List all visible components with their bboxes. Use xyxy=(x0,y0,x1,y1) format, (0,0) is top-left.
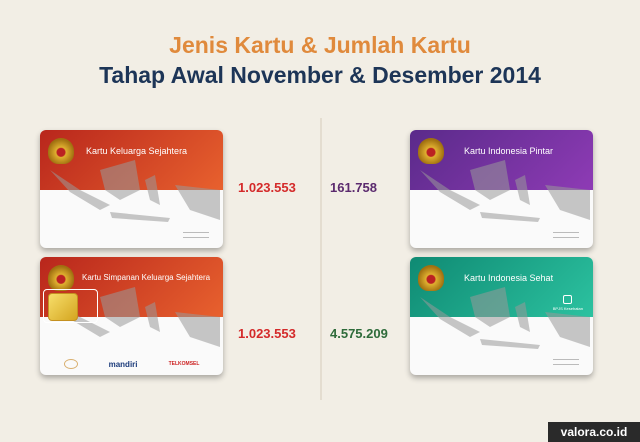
card-name: Kartu Indonesia Pintar xyxy=(464,146,554,156)
indonesia-map-icon xyxy=(50,287,220,347)
telkomsel-logo: TELKOMSEL xyxy=(168,361,200,367)
garuda-emblem-icon xyxy=(48,265,74,291)
bpjs-label: BPJS Kesehatan xyxy=(552,306,583,311)
pos-logo-icon xyxy=(63,359,78,369)
count-kks: 1.023.553 xyxy=(238,180,296,195)
chip-icon xyxy=(48,293,78,321)
card-kks: Kartu Keluarga Sejahtera xyxy=(40,130,223,248)
count-kip: 161.758 xyxy=(330,180,377,195)
signature-mark xyxy=(183,232,209,238)
garuda-emblem-icon xyxy=(418,265,444,291)
signature-mark xyxy=(553,359,579,365)
card-name: Kartu Keluarga Sejahtera xyxy=(86,146,188,156)
card-kis: Kartu Indonesia Sehat BPJS Kesehatan xyxy=(410,257,593,375)
indonesia-map-icon xyxy=(50,160,220,222)
mandiri-logo: mandiri xyxy=(108,359,138,369)
chip-frame xyxy=(43,289,98,323)
bpjs-badge: BPJS Kesehatan xyxy=(553,295,583,311)
count-kis: 4.575.209 xyxy=(330,326,388,341)
card-name: Kartu Indonesia Sehat xyxy=(464,273,554,283)
title-line-2: Tahap Awal November & Desember 2014 xyxy=(99,62,541,88)
garuda-emblem-icon xyxy=(418,138,444,164)
garuda-emblem-icon xyxy=(48,138,74,164)
watermark: valora.co.id xyxy=(548,422,640,442)
count-ksks: 1.023.553 xyxy=(238,326,296,341)
indonesia-map-icon xyxy=(420,287,590,349)
card-kip: Kartu Indonesia Pintar xyxy=(410,130,593,248)
bpjs-logo-icon xyxy=(563,295,573,304)
signature-mark xyxy=(553,232,579,238)
card-name: Kartu Simpanan Keluarga Sejahtera xyxy=(82,273,211,282)
title-line-1: Jenis Kartu & Jumlah Kartu xyxy=(169,32,471,58)
center-divider xyxy=(320,118,322,400)
indonesia-map-icon xyxy=(420,160,590,222)
partner-logos: mandiri TELKOMSEL xyxy=(48,359,215,369)
card-ksks: Kartu Simpanan Keluarga Sejahtera mandir… xyxy=(40,257,223,375)
